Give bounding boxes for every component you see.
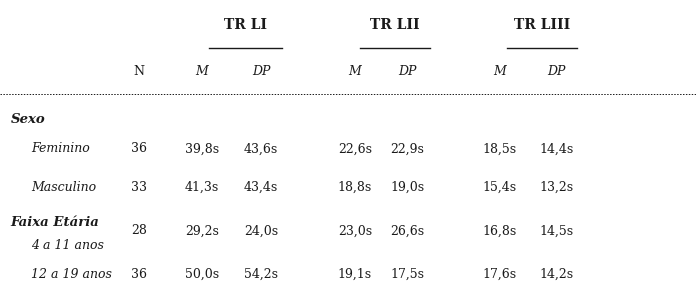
Text: 4 a 11 anos: 4 a 11 anos [31, 239, 104, 252]
Text: 22,6s: 22,6s [338, 142, 372, 156]
Text: 14,5s: 14,5s [539, 224, 574, 238]
Text: M: M [349, 65, 361, 78]
Text: TR LIII: TR LIII [514, 18, 570, 32]
Text: 16,8s: 16,8s [482, 224, 517, 238]
Text: DP: DP [548, 65, 566, 78]
Text: TR LI: TR LI [224, 18, 267, 32]
Text: 36: 36 [132, 268, 147, 281]
Text: 29,2s: 29,2s [185, 224, 219, 238]
Text: 50,0s: 50,0s [184, 268, 219, 281]
Text: Faixa Etária: Faixa Etária [10, 215, 100, 229]
Text: Masculino: Masculino [31, 181, 97, 194]
Text: 22,9s: 22,9s [390, 142, 424, 156]
Text: 39,8s: 39,8s [184, 142, 219, 156]
Text: 26,6s: 26,6s [390, 224, 425, 238]
Text: 33: 33 [132, 181, 147, 194]
Text: 19,0s: 19,0s [390, 181, 425, 194]
Text: 13,2s: 13,2s [539, 181, 574, 194]
Text: 54,2s: 54,2s [244, 268, 278, 281]
Text: 14,2s: 14,2s [539, 268, 574, 281]
Text: N: N [134, 65, 145, 78]
Text: 17,6s: 17,6s [482, 268, 517, 281]
Text: 43,6s: 43,6s [244, 142, 278, 156]
Text: 14,4s: 14,4s [539, 142, 574, 156]
Text: M: M [196, 65, 208, 78]
Text: TR LII: TR LII [370, 18, 420, 32]
Text: M: M [493, 65, 506, 78]
Text: Sexo: Sexo [10, 113, 45, 126]
Text: 19,1s: 19,1s [338, 268, 372, 281]
Text: 24,0s: 24,0s [244, 224, 278, 238]
Text: 36: 36 [132, 142, 147, 156]
Text: 41,3s: 41,3s [184, 181, 219, 194]
Text: 43,4s: 43,4s [244, 181, 278, 194]
Text: 17,5s: 17,5s [390, 268, 424, 281]
Text: 23,0s: 23,0s [338, 224, 372, 238]
Text: 12 a 19 anos: 12 a 19 anos [31, 268, 112, 281]
Text: 15,4s: 15,4s [482, 181, 517, 194]
Text: DP: DP [398, 65, 416, 78]
Text: DP: DP [252, 65, 270, 78]
Text: 18,8s: 18,8s [338, 181, 372, 194]
Text: 18,5s: 18,5s [482, 142, 517, 156]
Text: 28: 28 [132, 224, 147, 238]
Text: Feminino: Feminino [31, 142, 90, 156]
